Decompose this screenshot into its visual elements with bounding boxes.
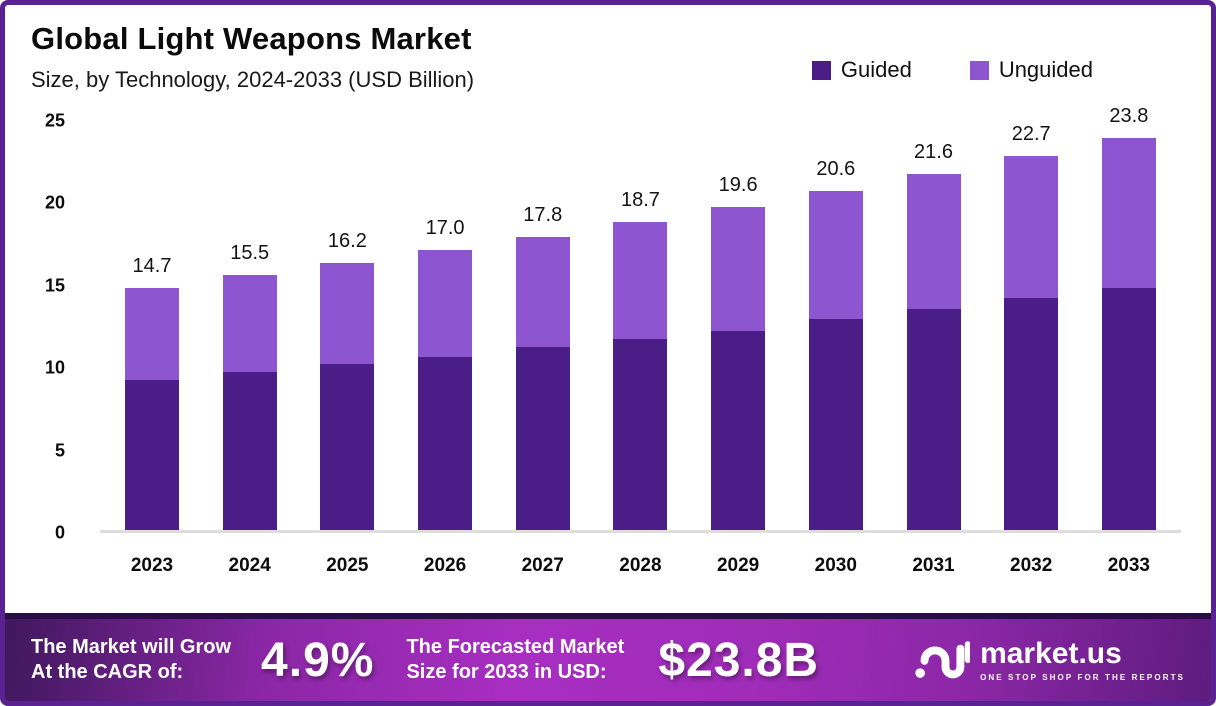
segment-unguided <box>808 190 863 320</box>
legend-swatch-icon <box>969 60 989 80</box>
x-axis-label-2033: 2033 <box>1107 555 1151 576</box>
forecast-label-line1: The Forecasted Market <box>406 636 625 658</box>
legend-item-guided: Guided <box>811 57 912 83</box>
bar-total-label: 22.7 <box>1011 122 1051 145</box>
segment-unguided <box>515 236 570 348</box>
segment-unguided <box>1004 155 1059 298</box>
segment-guided <box>222 371 277 530</box>
segment-unguided <box>418 249 473 357</box>
y-axis-tick-10: 10 <box>44 357 65 378</box>
bar-total-label: 17.8 <box>523 203 563 226</box>
bar-2024: 15.5 <box>222 121 277 530</box>
footer-banner: The Market will Grow At the CAGR of: 4.9… <box>5 613 1211 701</box>
bar-2032: 22.7 <box>1004 121 1059 530</box>
legend-item-unguided: Unguided <box>969 57 1093 83</box>
plot-area: 14.7 15.5 16.2 17.0 17.8 18.7 19.6 20.6 21.6 22.7… <box>100 105 1181 533</box>
bar-2033: 23.8 <box>1101 105 1156 530</box>
legend-label: Unguided <box>998 57 1093 82</box>
bar-total-label: 21.6 <box>914 141 953 164</box>
x-axis: 2023 2024 2025 2026 2027 2028 2029 2030 2031 2032… <box>100 555 1181 577</box>
segment-guided <box>711 330 766 530</box>
y-axis-tick-20: 20 <box>44 192 65 213</box>
x-axis-label-2025: 2025 <box>326 555 369 576</box>
segment-unguided <box>222 274 277 372</box>
cagr-label-line1: The Market will Grow <box>31 636 232 658</box>
page-title: Global Light Weapons Market <box>31 21 472 56</box>
x-axis-label-2024: 2024 <box>228 555 271 576</box>
segment-guided <box>515 347 570 530</box>
x-axis-label-2030: 2030 <box>814 555 857 576</box>
cagr-label: The Market will Grow At the CAGR of: <box>31 635 231 685</box>
segment-unguided <box>613 221 668 339</box>
segment-unguided <box>711 207 766 331</box>
x-axis-label-2029: 2029 <box>716 555 760 576</box>
segment-guided <box>418 356 473 530</box>
segment-guided <box>125 380 179 530</box>
bar-total-label: 23.8 <box>1109 104 1149 127</box>
brand-logo: market.us ONE STOP SHOP FOR THE REPORTS <box>914 637 1185 683</box>
brand-tagline: ONE STOP SHOP FOR THE REPORTS <box>980 672 1185 682</box>
bar-total-label: 15.5 <box>230 241 270 264</box>
segment-guided <box>906 309 961 530</box>
segment-guided <box>1101 287 1156 530</box>
legend-swatch-icon <box>811 60 831 80</box>
segment-unguided <box>1101 137 1156 288</box>
y-axis: 0 5 10 15 20 25 <box>5 111 83 543</box>
plot-outer: 14.7 15.5 16.2 17.0 17.8 18.7 19.6 20.6 21.6 22.7… <box>100 105 1181 533</box>
x-axis-label-2026: 2026 <box>423 555 467 576</box>
x-axis-label-2028: 2028 <box>619 555 662 576</box>
segment-guided <box>320 363 375 530</box>
y-axis-tick-25: 25 <box>44 110 65 131</box>
bar-total-label: 19.6 <box>718 174 758 196</box>
page-subtitle: Size, by Technology, 2024-2033 (USD Bill… <box>31 67 475 92</box>
x-axis-label-2031: 2031 <box>912 555 955 576</box>
y-axis-tick-5: 5 <box>54 440 65 461</box>
segment-guided <box>808 319 863 530</box>
x-axis-label-2032: 2032 <box>1010 555 1053 576</box>
chart-legend: Guided Unguided <box>811 57 1093 83</box>
bar-2031: 21.6 <box>906 121 961 530</box>
y-axis-tick-15: 15 <box>44 275 65 296</box>
cagr-label-line2: At the CAGR of: <box>31 661 184 683</box>
segment-guided <box>1004 297 1059 530</box>
segment-unguided <box>320 263 375 364</box>
bar-2028: 18.7 <box>613 121 668 530</box>
header: Global Light Weapons Market Size, by Tec… <box>5 5 1211 93</box>
forecast-value: $23.8B <box>658 633 820 687</box>
bar-2027: 17.8 <box>515 121 570 530</box>
bar-2025: 16.2 <box>320 121 375 530</box>
bar-total-label: 16.2 <box>327 230 367 253</box>
bar-total-label: 18.7 <box>620 188 660 211</box>
bar-total-label: 14.7 <box>132 254 172 277</box>
bar-2029: 19.6 <box>711 121 766 530</box>
forecast-label-line2: Size for 2033 in USD: <box>406 661 607 683</box>
legend-label: Guided <box>840 57 912 82</box>
segment-guided <box>613 338 668 530</box>
bar-2030: 20.6 <box>808 121 863 530</box>
chart-area: 0 5 10 15 20 25 14.7 15.5 16.2 17.0 17.8 18.7 19.6 2… <box>5 93 1211 613</box>
bar-2026: 17.0 <box>418 121 473 530</box>
brand-text: market.us ONE STOP SHOP FOR THE REPORTS <box>980 636 1185 682</box>
brand-name: market.us <box>980 636 1122 670</box>
marketus-logo-icon <box>915 641 971 679</box>
bar-total-label: 20.6 <box>816 157 856 180</box>
x-axis-label-2023: 2023 <box>130 555 174 576</box>
forecast-label: The Forecasted Market Size for 2033 in U… <box>406 635 624 685</box>
x-axis-label-2027: 2027 <box>521 555 564 576</box>
bar-2023: 14.7 <box>125 121 179 530</box>
bar-total-label: 17.0 <box>425 216 465 239</box>
y-axis-tick-0: 0 <box>54 522 65 543</box>
cagr-value: 4.9% <box>261 633 375 687</box>
segment-unguided <box>906 174 961 310</box>
segment-unguided <box>125 287 179 381</box>
